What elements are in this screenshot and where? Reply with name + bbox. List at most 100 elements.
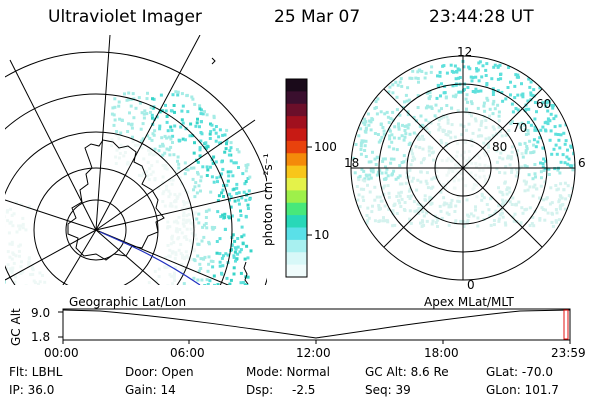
emission-pixel (8, 256, 11, 259)
emission-pixel (521, 152, 524, 155)
emission-pixel (440, 141, 443, 144)
emission-pixel (177, 163, 180, 166)
emission-pixel (554, 115, 557, 118)
emission-pixel (225, 147, 228, 150)
emission-pixel (436, 219, 439, 222)
dsp-label: Dsp: (246, 384, 273, 396)
emission-pixel (171, 282, 174, 285)
emission-pixel (123, 92, 126, 95)
emission-pixel (166, 221, 169, 224)
emission-pixel (167, 244, 170, 247)
emission-pixel (201, 226, 204, 229)
emission-pixel (366, 184, 369, 187)
emission-pixel (230, 146, 233, 149)
emission-pixel (565, 156, 568, 159)
emission-pixel (193, 195, 196, 198)
emission-pixel (466, 101, 469, 104)
colorbar-stripe (286, 265, 307, 278)
emission-pixel (233, 266, 236, 269)
emission-pixel (465, 98, 468, 101)
emission-pixel (182, 219, 185, 222)
emission-pixel (7, 250, 10, 253)
emission-pixel (441, 129, 444, 132)
emission-pixel (401, 182, 404, 185)
emission-pixel (219, 261, 222, 264)
emission-pixel (499, 64, 502, 67)
emission-pixel (11, 224, 14, 227)
emission-pixel (165, 188, 168, 191)
emission-pixel (154, 270, 157, 273)
emission-pixel (514, 213, 517, 216)
emission-pixel (165, 185, 168, 188)
emission-pixel (430, 65, 433, 68)
emission-pixel (511, 103, 514, 106)
emission-pixel (175, 206, 178, 209)
emission-pixel (18, 250, 21, 253)
emission-pixel (147, 161, 150, 164)
emission-pixel (386, 219, 389, 222)
emission-pixel (520, 221, 523, 224)
emission-pixel (436, 97, 439, 100)
emission-pixel (148, 137, 151, 140)
emission-pixel (158, 275, 161, 278)
emission-pixel (437, 84, 440, 87)
emission-pixel (484, 164, 487, 167)
emission-pixel (428, 106, 431, 109)
emission-pixel (419, 138, 422, 141)
emission-pixel (415, 189, 418, 192)
emission-pixel (511, 203, 514, 206)
emission-pixel (237, 166, 240, 169)
emission-pixel (528, 140, 531, 143)
emission-pixel (215, 125, 218, 128)
emission-pixel (397, 176, 400, 179)
emission-pixel (186, 94, 189, 97)
emission-pixel (153, 129, 156, 132)
emission-pixel (439, 94, 442, 97)
colorbar (286, 79, 307, 278)
emission-pixel (409, 209, 412, 212)
emission-pixel (248, 198, 251, 201)
emission-pixel (193, 152, 196, 155)
emission-pixel (419, 181, 422, 184)
emission-pixel (381, 126, 384, 129)
emission-pixel (138, 174, 141, 177)
emission-pixel (244, 258, 247, 261)
emission-pixel (507, 129, 510, 132)
emission-pixel (517, 201, 520, 204)
emission-pixel (121, 119, 124, 122)
emission-pixel (206, 174, 209, 177)
emission-pixel (151, 97, 154, 100)
emission-pixel (240, 214, 243, 217)
emission-pixel (230, 279, 233, 282)
emission-pixel (128, 111, 131, 114)
emission-pixel (183, 203, 186, 206)
emission-pixel (467, 219, 470, 222)
emission-pixel (400, 85, 403, 88)
emission-pixel (393, 136, 396, 139)
emission-pixel (165, 137, 168, 140)
emission-pixel (3, 281, 6, 284)
emission-pixel (143, 117, 146, 120)
emission-pixel (388, 86, 391, 89)
emission-pixel (213, 275, 216, 278)
mlat-label-80: 80 (492, 141, 507, 153)
emission-pixel (33, 280, 36, 283)
emission-pixel (29, 273, 32, 276)
mlt-label-bottom: 0 (467, 279, 475, 291)
emission-pixel (445, 133, 448, 136)
emission-pixel (399, 81, 402, 84)
emission-pixel (166, 284, 169, 287)
emission-pixel (528, 185, 531, 188)
emission-pixel (241, 226, 244, 229)
emission-pixel (205, 226, 208, 229)
emission-pixel (173, 279, 176, 282)
emission-pixel (126, 99, 129, 102)
emission-pixel (154, 148, 157, 151)
emission-pixel (118, 137, 121, 140)
emission-pixel (18, 228, 21, 231)
emission-pixel (113, 124, 116, 127)
geo-latitude-circles (0, 52, 274, 400)
emission-pixel (501, 100, 504, 103)
emission-pixel (430, 187, 433, 190)
emission-pixel (558, 146, 561, 149)
